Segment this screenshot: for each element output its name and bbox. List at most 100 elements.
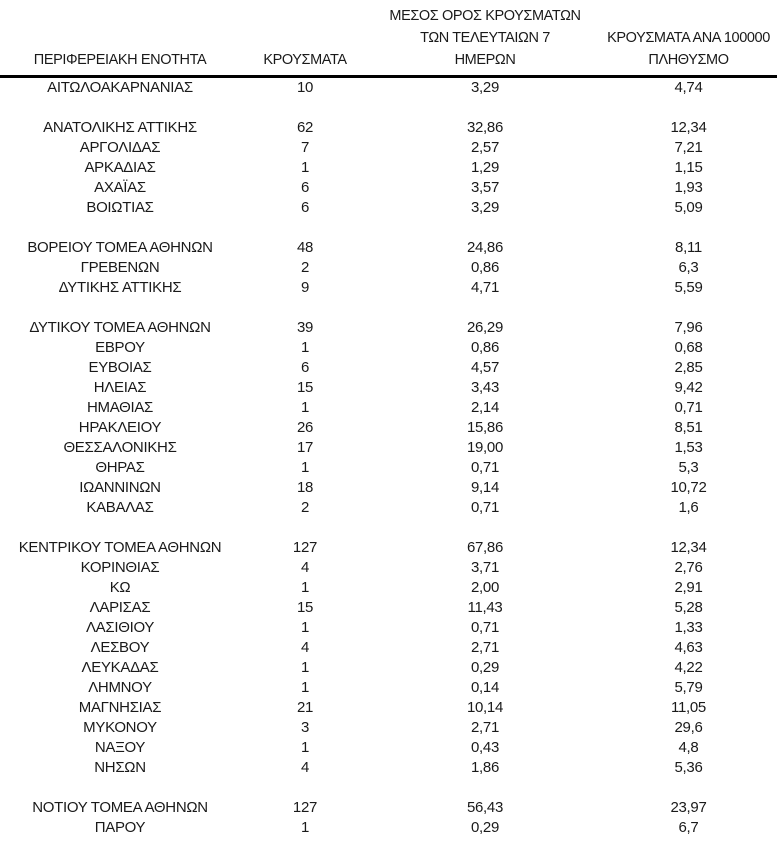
avg7-value: 0,71 [471,619,499,636]
cases-value: 1 [300,339,310,356]
table-row: ΑΙΤΩΛΟΑΚΑΡΝΑΝΙΑΣ 10 3,29 4,74 [0,78,777,98]
per100k-value: 12,34 [670,119,707,136]
table-row: ΔΥΤΙΚΗΣ ΑΤΤΙΚΗΣ 9 4,71 5,59 [0,278,777,298]
cases-value: 17 [296,439,314,456]
cases-value: 2 [300,499,310,516]
cases-value: 127 [292,539,318,556]
avg7-value: 1,29 [471,159,499,176]
per100k-value: 10,72 [670,479,707,496]
avg7-value: 4,71 [471,279,499,296]
region-name: ΘΕΣΣΑΛΟΝΙΚΗΣ [63,439,177,456]
per100k-value: 12,34 [670,539,707,556]
cases-value: 3 [300,719,310,736]
table-row: ΙΩΑΝΝΙΝΩΝ 18 9,14 10,72 [0,478,777,498]
per100k-value: 1,33 [674,619,703,636]
table-row: ΝΟΤΙΟΥ ΤΟΜΕΑ ΑΘΗΝΩΝ 127 56,43 23,97 [0,798,777,818]
avg7-value: 3,29 [471,199,499,216]
table-header: ΠΕΡΙΦΕΡΕΙΑΚΗ ΕΝΟΤΗΤΑ ΚΡΟΥΣΜΑΤΑ ΜΕΣΟΣ ΟΡΟ… [0,0,777,78]
avg7-value: 4,57 [471,359,499,376]
per100k-value: 9,42 [674,379,703,396]
avg7-value: 2,14 [471,399,499,416]
cases-value: 1 [300,459,310,476]
region-name: ΔΥΤΙΚΟΥ ΤΟΜΕΑ ΑΘΗΝΩΝ [29,319,211,336]
column-header-per100k: ΚΡΟΥΣΜΑΤΑ ΑΝΑ 100000 ΠΛΗΘΥΣΜΟ [600,27,777,75]
table-row: ΕΥΒΟΙΑΣ 6 4,57 2,85 [0,358,777,378]
region-name: ΗΜΑΘΙΑΣ [86,399,154,416]
cases-value: 62 [296,119,314,136]
per100k-value: 4,22 [674,659,703,676]
avg7-value: 67,86 [466,539,504,556]
table-row: ΑΡΚΑΔΙΑΣ 1 1,29 1,15 [0,158,777,178]
per100k-value: 23,97 [670,799,707,816]
region-name: ΒΟΡΕΙΟΥ ΤΟΜΕΑ ΑΘΗΝΩΝ [27,239,213,256]
per100k-value: 0,68 [674,339,703,356]
per100k-value: 11,05 [671,699,706,716]
cases-value: 39 [296,319,314,336]
column-header-cases: ΚΡΟΥΣΜΑΤΑ [240,49,370,75]
avg7-value: 0,71 [471,459,499,476]
cases-value: 6 [300,359,310,376]
avg7-value: 3,71 [471,559,499,576]
cases-value: 6 [300,179,310,196]
cases-value: 1 [300,159,310,176]
column-header-region: ΠΕΡΙΦΕΡΕΙΑΚΗ ΕΝΟΤΗΤΑ [0,49,240,75]
avg7-value: 2,71 [471,639,499,656]
table-row: ΛΕΣΒΟΥ 4 2,71 4,63 [0,638,777,658]
cases-value: 48 [296,239,314,256]
cases-value: 9 [300,279,310,296]
column-header-per100k-line1: ΚΡΟΥΣΜΑΤΑ ΑΝΑ 100000 [607,30,770,46]
cases-value: 18 [296,479,314,496]
avg7-value: 0,86 [471,259,499,276]
table-row: ΕΒΡΟΥ 1 0,86 0,68 [0,338,777,358]
region-name: ΝΑΞΟΥ [94,739,146,756]
column-header-avg7: ΜΕΣΟΣ ΟΡΟΣ ΚΡΟΥΣΜΑΤΩΝ ΤΩΝ ΤΕΛΕΥΤΑΙΩΝ 7 Η… [370,5,600,75]
per100k-value: 4,8 [678,739,699,756]
region-name: ΠΑΡΟΥ [94,819,146,836]
region-name: ΕΒΡΟΥ [95,339,145,356]
cases-value: 1 [300,819,310,836]
table-row: ΛΗΜΝΟΥ 1 0,14 5,79 [0,678,777,698]
region-name: ΒΟΙΩΤΙΑΣ [86,199,154,216]
avg7-value: 1,86 [471,759,499,776]
avg7-value: 0,86 [471,339,499,356]
avg7-value: 3,43 [471,379,499,396]
cases-value: 1 [300,579,310,596]
avg7-value: 0,29 [471,659,499,676]
per100k-value: 5,09 [674,199,703,216]
cases-value: 10 [296,79,314,96]
cases-value: 4 [300,639,310,656]
avg7-value: 2,71 [471,719,499,736]
table-row: ΔΥΤΙΚΟΥ ΤΟΜΕΑ ΑΘΗΝΩΝ 39 26,29 7,96 [0,318,777,338]
cases-value: 4 [300,759,310,776]
region-name: ΔΥΤΙΚΗΣ ΑΤΤΙΚΗΣ [58,279,182,296]
per100k-value: 2,76 [674,559,703,576]
per100k-value: 29,6 [674,719,703,736]
table-row: ΗΡΑΚΛΕΙΟΥ 26 15,86 8,51 [0,418,777,438]
table-row: ΗΛΕΙΑΣ 15 3,43 9,42 [0,378,777,398]
table-row: ΛΑΡΙΣΑΣ 15 11,43 5,28 [0,598,777,618]
table-row: ΜΥΚΟΝΟΥ 3 2,71 29,6 [0,718,777,738]
table-row: ΓΡΕΒΕΝΩΝ 2 0,86 6,3 [0,258,777,278]
region-name: ΝΗΣΩΝ [94,759,146,776]
region-name: ΝΟΤΙΟΥ ΤΟΜΕΑ ΑΘΗΝΩΝ [32,799,208,816]
per100k-value: 4,74 [674,79,703,96]
table-row: ΛΑΣΙΘΙΟΥ 1 0,71 1,33 [0,618,777,638]
table-row: ΒΟΡΕΙΟΥ ΤΟΜΕΑ ΑΘΗΝΩΝ 48 24,86 8,11 [0,238,777,258]
avg7-value: 2,57 [471,139,499,156]
cases-value: 1 [300,679,310,696]
table-row: ΑΧΑΪΑΣ 6 3,57 1,93 [0,178,777,198]
table-row: ΛΕΥΚΑΔΑΣ 1 0,29 4,22 [0,658,777,678]
cases-value: 6 [300,199,310,216]
avg7-value: 0,43 [471,739,499,756]
avg7-value: 10,14 [466,699,504,716]
per100k-value: 6,3 [678,259,699,276]
avg7-value: 0,14 [471,679,499,696]
region-name: ΑΡΓΟΛΙΔΑΣ [79,139,161,156]
table-row: ΒΟΙΩΤΙΑΣ 6 3,29 5,09 [0,198,777,218]
table-row: ΠΑΡΟΥ 1 0,29 6,7 [0,818,777,838]
table-row: ΝΑΞΟΥ 1 0,43 4,8 [0,738,777,758]
cases-value: 1 [300,619,310,636]
region-name: ΚΑΒΑΛΑΣ [86,499,154,516]
table-row: ΜΑΓΝΗΣΙΑΣ 21 10,14 11,05 [0,698,777,718]
cases-value: 4 [300,559,310,576]
